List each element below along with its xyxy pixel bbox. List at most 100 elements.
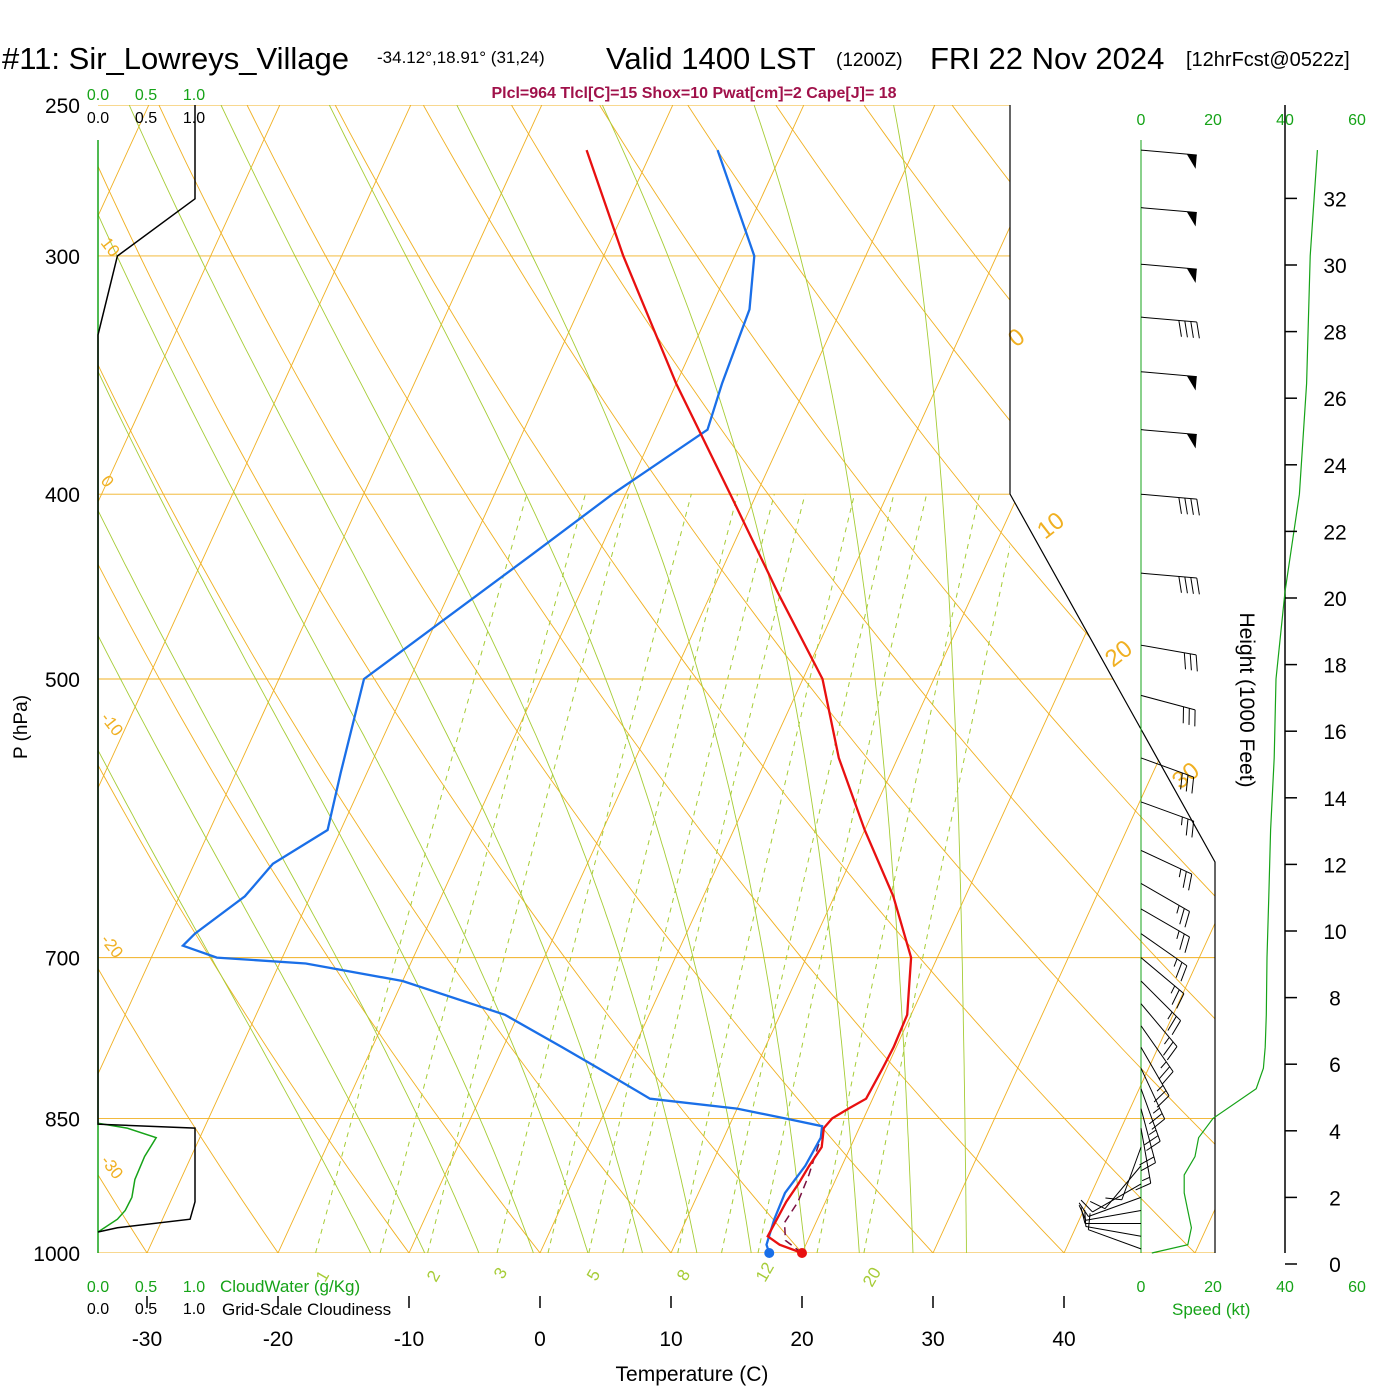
wind-barb — [1140, 801, 1195, 838]
dry-adiabat — [839, 105, 1215, 1253]
barb-flag — [1135, 1182, 1151, 1191]
zulu-time: (1200Z) — [836, 50, 903, 71]
wind-barb — [1105, 1146, 1142, 1201]
dry-adiabat — [1188, 105, 1215, 1253]
barb-flag — [1158, 1066, 1171, 1080]
barb-staff — [1140, 801, 1194, 822]
dry-adiabat — [317, 105, 1215, 1253]
wind-barb — [1140, 849, 1193, 891]
mixing-ratio-line — [315, 494, 528, 1253]
barb-flag — [1087, 1213, 1091, 1230]
station-coords: -34.12°,18.91° (31,24) — [377, 48, 545, 67]
series-layer — [97, 105, 1318, 1258]
barb-half-flag — [1160, 1061, 1167, 1069]
speed-line — [1151, 150, 1318, 1254]
wind-barb — [1084, 1210, 1142, 1237]
barb-flag — [1184, 576, 1188, 594]
barb-staff — [1140, 1068, 1166, 1120]
barb-half-flag — [1180, 816, 1183, 826]
barb-half-flag — [1167, 1011, 1173, 1020]
speed-tick-label: 40 — [1276, 1279, 1294, 1296]
wind-barb — [1135, 1128, 1152, 1191]
height-tick-label: 26 — [1323, 388, 1346, 411]
barb-staff — [1140, 980, 1181, 1021]
cloudiness-tick-label: 0.5 — [135, 1301, 157, 1318]
wind-barb — [1140, 644, 1198, 672]
wind-barb — [1140, 908, 1190, 953]
barb-staff — [1140, 1108, 1156, 1163]
wind-barb — [1140, 149, 1197, 169]
mixing-ratio-label: 5 — [583, 1266, 604, 1284]
barb-flag — [1184, 911, 1190, 928]
height-tick-label: 12 — [1323, 854, 1346, 877]
height-tick-label: 4 — [1329, 1121, 1341, 1144]
barb-flag — [1184, 936, 1190, 953]
barb-flag — [1183, 652, 1186, 670]
pressure-tick-label: 1000 — [33, 1243, 80, 1266]
height-tick-label: 22 — [1323, 521, 1346, 544]
height-tick-label: 32 — [1323, 188, 1346, 211]
barb-flag — [1178, 576, 1182, 593]
barb-staff — [1140, 933, 1188, 967]
mixing-ratio-label: 2 — [423, 1267, 444, 1285]
barb-flag — [1179, 908, 1185, 925]
wind-barb — [1140, 757, 1195, 794]
dry-adiabat — [98, 105, 307, 1253]
plot-frame — [1009, 105, 1216, 1253]
height-tick-label: 30 — [1323, 255, 1346, 278]
barb-staff — [1140, 1128, 1152, 1184]
barb-flag — [1151, 1118, 1165, 1130]
temperature-tick-label: 30 — [921, 1328, 944, 1351]
dry-adiabat — [578, 105, 1215, 1253]
barb-staff — [1140, 493, 1197, 500]
speed-tick-label: 20 — [1204, 112, 1222, 129]
cloudiness-line — [97, 105, 196, 1233]
mixing-ratio-line — [588, 494, 775, 1253]
barb-flag — [1178, 320, 1182, 337]
dry-adiabat — [1363, 71, 1400, 1293]
barb-flag — [1196, 499, 1200, 516]
barb-staff — [1140, 849, 1192, 875]
barb-staff — [1140, 1025, 1174, 1072]
barb-pennant — [1186, 375, 1197, 391]
cloudwater-tick-label: 0.0 — [87, 1279, 109, 1296]
barb-flag — [1195, 654, 1198, 672]
x-axis-title: Temperature (C) — [616, 1363, 769, 1386]
moist-adiabat — [601, 105, 860, 1253]
isotherm — [1194, 105, 1215, 1253]
barb-flag — [1184, 320, 1188, 338]
barb-half-flag — [1152, 1107, 1160, 1114]
barb-flag — [1190, 321, 1194, 338]
dry-adiabat — [404, 105, 1215, 1253]
cloudiness-tick-label: 0.5 — [135, 110, 157, 127]
moist-adiabat — [98, 634, 426, 1253]
barb-flag — [1175, 962, 1183, 978]
pressure-tick-label: 500 — [45, 669, 80, 692]
background-lines — [0, 71, 1400, 1293]
temperature-tick-label: 20 — [790, 1328, 813, 1351]
temperature-line — [585, 149, 913, 1255]
temperature-tick-label: 10 — [659, 1328, 682, 1351]
barb-flag — [1078, 1202, 1089, 1217]
barb-flag — [1089, 1200, 1106, 1210]
barb-staff — [1085, 1226, 1142, 1237]
dry-adiabat — [98, 105, 174, 1253]
barb-half-flag — [1176, 930, 1180, 939]
valid-time: Valid 1400 LST — [606, 41, 816, 76]
dry-adiabat — [0, 71, 40, 1293]
wind-barb — [1140, 1046, 1170, 1108]
wind-barb — [1140, 957, 1185, 1009]
moist-adiabat — [1009, 71, 1026, 1293]
cloudwater-tick-label: 1.0 — [183, 1279, 205, 1296]
barb-flag — [1144, 1135, 1159, 1146]
speed-tick-label: 0 — [1137, 1279, 1146, 1296]
mixing-ratio-line — [379, 494, 586, 1253]
height-tick-label: 0 — [1329, 1254, 1341, 1277]
dry-adiabat — [491, 105, 1215, 1253]
barb-pennant — [1186, 433, 1197, 449]
wind-barbs — [1078, 149, 1200, 1250]
speed-tick-label: 60 — [1348, 1279, 1366, 1296]
dry-adiabat — [98, 105, 440, 1253]
